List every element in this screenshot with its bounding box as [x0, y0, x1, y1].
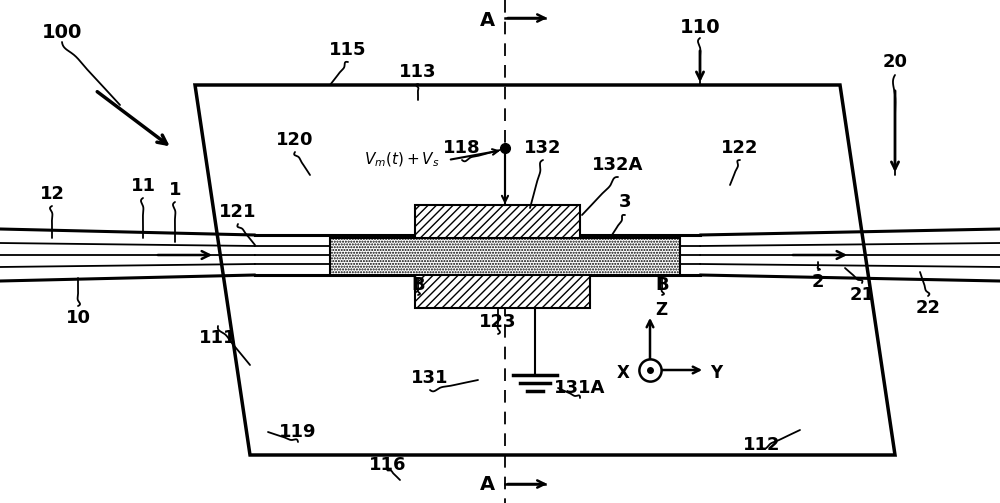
- Text: 11: 11: [130, 177, 156, 195]
- Text: 1: 1: [169, 181, 181, 199]
- Text: 119: 119: [279, 423, 317, 441]
- Text: X: X: [617, 364, 630, 382]
- Text: 111: 111: [199, 329, 237, 347]
- Text: 20: 20: [883, 53, 908, 71]
- Text: 132A: 132A: [592, 156, 644, 174]
- Bar: [415, 205, 580, 238]
- Text: 3: 3: [619, 193, 631, 211]
- Text: 12: 12: [40, 185, 64, 203]
- Text: 100: 100: [42, 23, 82, 42]
- Text: 131: 131: [411, 369, 449, 387]
- Text: 132: 132: [524, 139, 562, 157]
- Bar: [330, 238, 680, 275]
- Text: $V_m(t)+V_s$: $V_m(t)+V_s$: [364, 151, 440, 169]
- Text: 115: 115: [329, 41, 367, 59]
- Text: A: A: [480, 474, 495, 493]
- Text: 118: 118: [443, 139, 481, 157]
- Text: 131A: 131A: [554, 379, 606, 397]
- Text: 22: 22: [916, 299, 940, 317]
- Text: 10: 10: [66, 309, 90, 327]
- Polygon shape: [195, 85, 895, 455]
- Text: 116: 116: [369, 456, 407, 474]
- Text: Y: Y: [710, 364, 722, 382]
- Text: 123: 123: [479, 313, 517, 331]
- Text: 113: 113: [399, 63, 437, 81]
- Text: 2: 2: [812, 273, 824, 291]
- Text: 122: 122: [721, 139, 759, 157]
- Text: A: A: [480, 11, 495, 30]
- Text: 121: 121: [219, 203, 257, 221]
- Text: 21: 21: [850, 286, 874, 304]
- Bar: [415, 275, 590, 308]
- Text: B: B: [411, 276, 425, 294]
- Text: Z: Z: [655, 301, 667, 319]
- Text: B: B: [655, 276, 669, 294]
- Text: 120: 120: [276, 131, 314, 149]
- Text: 110: 110: [680, 18, 720, 37]
- Text: 112: 112: [743, 436, 781, 454]
